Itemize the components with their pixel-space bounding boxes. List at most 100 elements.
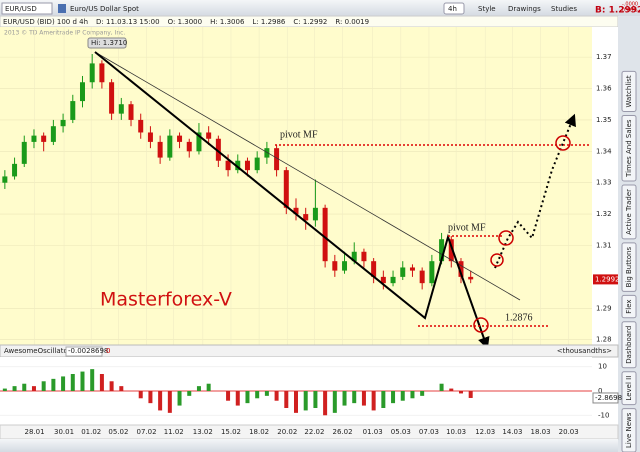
osc-bar [119, 386, 124, 391]
osc-bar [206, 383, 211, 391]
side-tab-label: Active Trader [625, 189, 633, 235]
side-tab-box [621, 408, 637, 452]
candle-body [99, 63, 105, 83]
side-tab[interactable]: Live News [621, 408, 637, 452]
style-button[interactable]: Style [478, 5, 496, 13]
target-label: 1.2876 [505, 312, 533, 323]
candle-body [128, 104, 134, 120]
osc-units: <thousandths> [557, 347, 612, 355]
x-tick-label: 12.03 [475, 428, 495, 436]
side-tab-label: Watchlist [625, 75, 633, 107]
bottom-bar [0, 439, 618, 452]
candle-body [89, 63, 95, 83]
side-tab[interactable]: Flex [621, 294, 637, 319]
osc-bar [158, 391, 163, 411]
candle-body [303, 214, 309, 221]
osc-bar [226, 391, 231, 401]
drawings-button[interactable]: Drawings [508, 5, 541, 13]
symbol-input[interactable] [1, 2, 53, 15]
x-tick-label: 05.03 [391, 428, 411, 436]
hi-label: Hi: 1.3710 [91, 39, 127, 47]
icon [58, 4, 66, 13]
price-chart: 1.37 1.36 1.35 1.34 1.33 1.32 1.31 1.29 1.28 1.29… [0, 27, 620, 345]
osc-bar [61, 376, 66, 391]
osc-bar [439, 383, 444, 391]
candle-body [254, 157, 260, 171]
y-tick-label: 10 [598, 363, 607, 371]
trendline-thin [94, 51, 521, 301]
pivot-label: pivot MF [448, 222, 486, 233]
change: -.0000 [622, 2, 638, 8]
candle-body [215, 138, 221, 161]
candle-body [109, 82, 115, 114]
osc-title: AwesomeOscillator [4, 347, 71, 355]
drawings [94, 51, 590, 350]
candle-body [2, 176, 8, 183]
candle-body [342, 261, 348, 271]
osc-bar [167, 391, 172, 413]
osc-bar [80, 371, 85, 391]
candle-body [50, 126, 56, 142]
side-tab-box [621, 242, 637, 292]
info-field: L: 1.2986 [252, 18, 286, 26]
y-tick-label: 1.37 [596, 53, 612, 61]
side-tab[interactable]: Active Trader [621, 184, 637, 240]
candle-body [12, 163, 18, 177]
candle-body [332, 261, 338, 271]
side-tab-box [621, 184, 637, 240]
osc-bar [109, 381, 114, 391]
side-tab[interactable]: Big Buttons [621, 242, 637, 292]
candle-body [60, 119, 66, 127]
osc-bar [138, 391, 143, 399]
osc-bar [187, 391, 192, 396]
brand: Masterforex-V [100, 289, 232, 311]
osc-bar [391, 391, 396, 404]
pivot-label: pivot MF [280, 129, 318, 140]
watermark: 2013 © TD Ameritrade IP Company, Inc. [4, 30, 125, 37]
osc-bar [458, 391, 463, 394]
osc-bar [70, 374, 75, 391]
x-tick-label: 26.02 [333, 428, 353, 436]
x-tick-label: 18.02 [249, 428, 269, 436]
y-tick-label: 1.29 [596, 304, 612, 312]
osc-bar [99, 374, 104, 391]
side-tab[interactable]: Times And Sales [621, 114, 637, 182]
last-price-box [593, 274, 618, 285]
studies-button[interactable]: Studies [551, 5, 577, 13]
side-tabs: Live News Level II Dashboard Flex Big Button… [621, 70, 637, 452]
circle-marker [473, 317, 489, 333]
side-tab-label: Big Buttons [625, 247, 633, 288]
osc-bar [468, 391, 473, 398]
candle-body [380, 276, 386, 284]
side-tab[interactable]: Level II [621, 371, 637, 406]
osc-last-box [592, 392, 619, 404]
side-tab[interactable]: Watchlist [621, 70, 637, 112]
change-pct: -0.06% [620, 8, 638, 14]
side-tab[interactable]: Dashboard [621, 321, 637, 369]
info-field: C: 1.2992 [293, 18, 327, 26]
candle-body [293, 207, 299, 215]
candle-body [400, 267, 406, 277]
candle-body [361, 251, 367, 262]
side-tab-label: Times And Sales [625, 119, 633, 178]
osc-bar [371, 391, 376, 411]
osc-bar [381, 391, 386, 408]
osc-bar [342, 391, 347, 406]
osc-value: -0.0028698 [68, 347, 108, 355]
candle-body [468, 276, 474, 280]
candle-body [429, 261, 435, 284]
y-tick-label: 1.33 [596, 179, 612, 187]
y-tick-label: 1.31 [596, 241, 612, 249]
period-select[interactable] [443, 2, 465, 15]
x-tick-label: 30.01 [54, 428, 74, 436]
bid: B: 1.2992 [595, 6, 640, 16]
x-tick-label: 10.03 [446, 428, 466, 436]
candle-body [409, 267, 415, 271]
candle-body [351, 251, 357, 262]
candle-body [244, 160, 250, 171]
osc-bar [274, 391, 279, 401]
candle-body [147, 132, 153, 142]
circle-marker [498, 230, 514, 246]
y-tick-label: 1.28 [596, 336, 612, 344]
osc-bar [352, 391, 357, 404]
